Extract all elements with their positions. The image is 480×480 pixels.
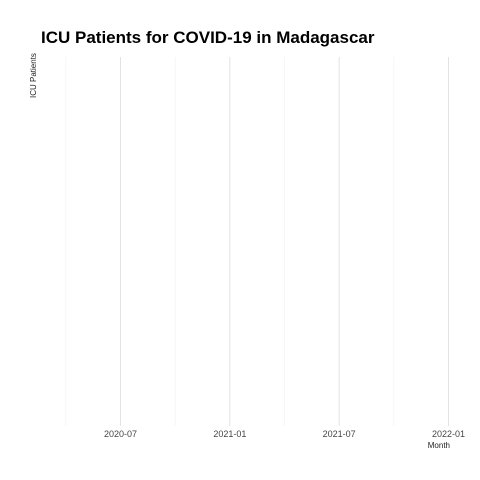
x-tick-label: 2022-01 [432, 429, 465, 439]
grid-layer [66, 57, 449, 426]
x-tick-label: 2021-01 [213, 429, 246, 439]
x-tick-label: 2021-07 [323, 429, 356, 439]
x-tick-labels: 2020-07 2021-01 2021-07 2022-01 [104, 429, 465, 439]
chart-title: ICU Patients for COVID-19 in Madagascar [41, 28, 375, 47]
y-axis-label: ICU Patients [29, 53, 38, 98]
x-tick-label: 2020-07 [104, 429, 137, 439]
x-axis-label: Month [428, 441, 450, 450]
